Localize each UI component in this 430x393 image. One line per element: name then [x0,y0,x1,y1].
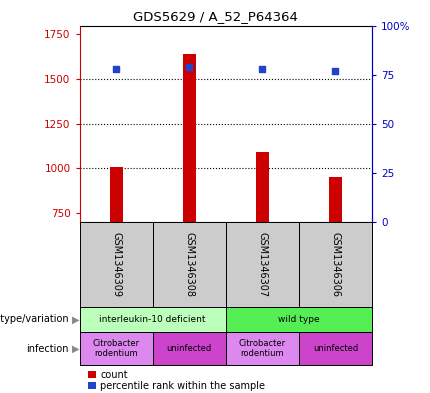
Bar [110,167,123,222]
Text: count: count [100,370,128,380]
Text: GSM1346309: GSM1346309 [111,232,121,297]
Point [186,64,193,70]
Text: ▶: ▶ [72,314,80,324]
Text: GSM1346307: GSM1346307 [257,232,267,297]
Text: uninfected: uninfected [166,344,212,353]
Point [332,68,339,74]
Text: GDS5629 / A_52_P64364: GDS5629 / A_52_P64364 [132,10,298,23]
Bar [256,152,269,222]
Text: Citrobacter
rodentium: Citrobacter rodentium [92,339,140,358]
Text: infection: infection [26,344,69,354]
Text: ▶: ▶ [72,344,80,354]
Bar [329,177,342,222]
Bar [183,54,196,222]
Point [259,66,266,72]
Text: GSM1346308: GSM1346308 [184,232,194,297]
Text: GSM1346306: GSM1346306 [330,232,341,297]
Text: percentile rank within the sample: percentile rank within the sample [100,381,265,391]
Text: interleukin-10 deficient: interleukin-10 deficient [99,315,206,324]
Point [113,66,120,72]
Text: wild type: wild type [278,315,319,324]
Text: genotype/variation: genotype/variation [0,314,69,324]
Text: Citrobacter
rodentium: Citrobacter rodentium [239,339,286,358]
Text: uninfected: uninfected [313,344,358,353]
